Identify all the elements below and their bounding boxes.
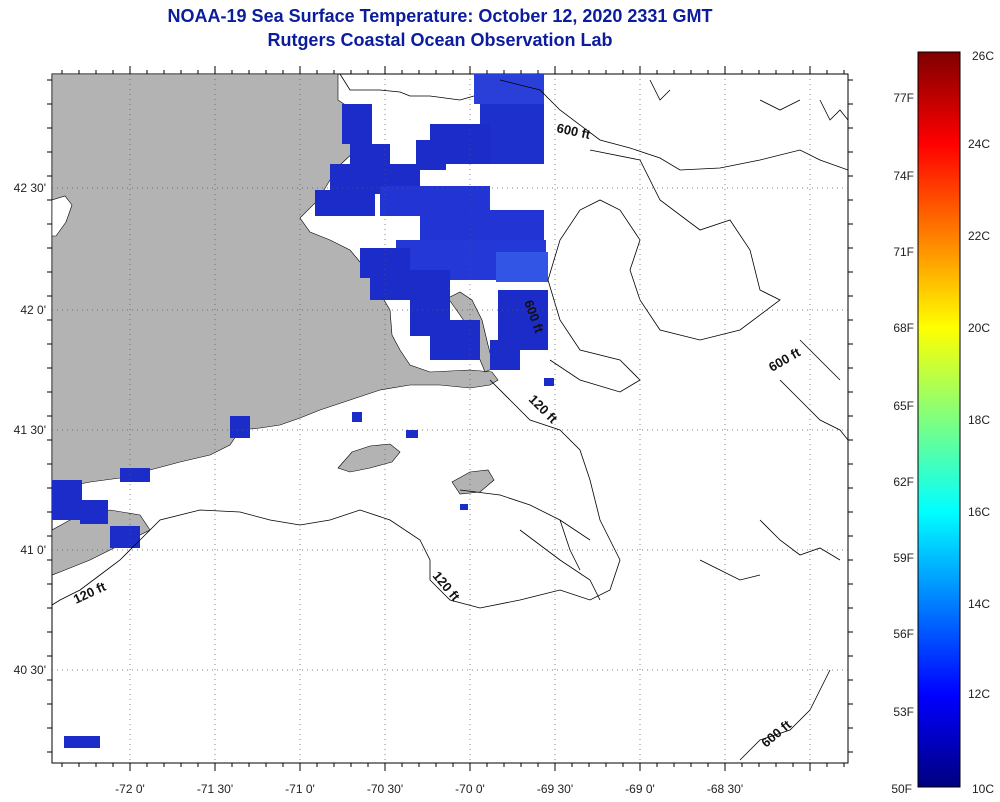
longitude-axis: -72 0' -71 30' -71 0' -70 30' -70 0' -69…	[115, 782, 743, 796]
fahrenheit-label: 74F	[893, 169, 914, 183]
celsius-label: 26C	[972, 49, 994, 63]
land-nantucket	[451, 469, 495, 495]
lon-tick-label: -68 30'	[707, 782, 743, 796]
map-title: NOAA-19 Sea Surface Temperature: October…	[167, 6, 713, 26]
fahrenheit-label: 68F	[893, 321, 914, 335]
fahrenheit-label: 71F	[893, 245, 914, 259]
lon-tick-label: -69 30'	[537, 782, 573, 796]
isobath-label-600ft-north: 600 ft	[555, 120, 592, 142]
fahrenheit-label: 59F	[893, 551, 914, 565]
fahrenheit-label: 77F	[893, 91, 914, 105]
celsius-label: 24C	[968, 137, 990, 151]
lat-tick-label: 42 30'	[14, 181, 46, 195]
celsius-label: 18C	[968, 413, 990, 427]
fahrenheit-label: 62F	[893, 475, 914, 489]
colorbar-fahrenheit-labels: 77F 74F 71F 68F 65F 62F 59F 56F 53F 50F	[891, 91, 914, 796]
colorbar-gradient	[917, 51, 961, 788]
map-subtitle: Rutgers Coastal Ocean Observation Lab	[267, 30, 613, 50]
fahrenheit-label: 53F	[893, 705, 914, 719]
fahrenheit-label: 56F	[893, 627, 914, 641]
celsius-label: 14C	[968, 597, 990, 611]
lon-tick-label: -70 0'	[455, 782, 485, 796]
colorbar-celsius-labels: 26C 24C 22C 20C 18C 16C 14C 12C 10C	[968, 49, 994, 796]
celsius-label: 22C	[968, 229, 990, 243]
lat-tick-label: 42 0'	[20, 303, 46, 317]
lat-tick-label: 41 0'	[20, 543, 46, 557]
colorbar: 26C 24C 22C 20C 18C 16C 14C 12C 10C 77F …	[891, 49, 994, 796]
lat-tick-label: 40 30'	[14, 663, 46, 677]
coastline-details	[52, 74, 848, 761]
lon-tick-label: -70 30'	[367, 782, 403, 796]
latitude-axis: 42 30' 42 0' 41 30' 41 0' 40 30'	[14, 181, 46, 677]
celsius-label: 12C	[968, 687, 990, 701]
land-cape-ann	[52, 195, 73, 237]
lat-tick-label: 41 30'	[14, 423, 46, 437]
fahrenheit-label: 50F	[891, 782, 912, 796]
land-new-england	[52, 74, 499, 491]
celsius-label: 20C	[968, 321, 990, 335]
celsius-label: 10C	[972, 782, 994, 796]
lon-tick-label: -69 0'	[625, 782, 655, 796]
lon-tick-label: -72 0'	[115, 782, 145, 796]
celsius-label: 16C	[968, 505, 990, 519]
lon-tick-label: -71 0'	[285, 782, 315, 796]
land-marthas-vineyard	[337, 443, 401, 473]
axis-ticks	[47, 66, 853, 771]
sst-pixels	[52, 74, 554, 748]
fahrenheit-label: 65F	[893, 399, 914, 413]
lon-tick-label: -71 30'	[197, 782, 233, 796]
